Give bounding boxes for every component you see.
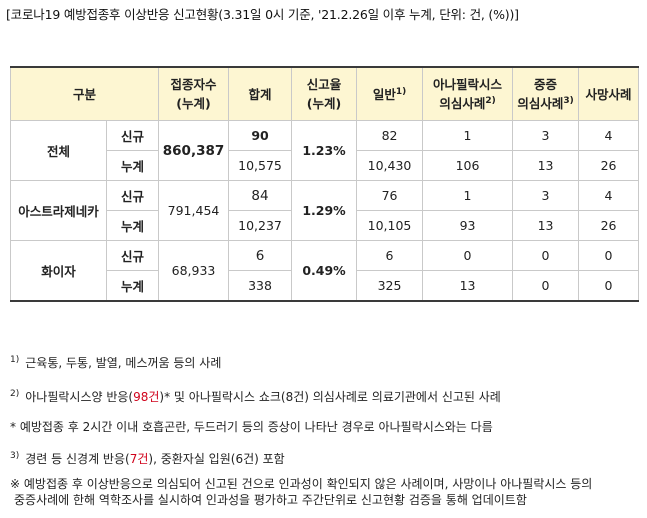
general-cum: 10,105: [356, 210, 424, 241]
header-death: 사망사례: [578, 66, 640, 121]
total-cum: 10,237: [228, 210, 293, 241]
row-label-new: 신규: [105, 120, 160, 151]
anaphylaxis-cum: 106: [422, 150, 514, 181]
footnote-2: 2) 아나필락시스양 반응(98건)* 및 아나필락시스 쇼크(8건) 의심사례로…: [10, 389, 501, 404]
serious-cum: 13: [512, 210, 580, 241]
row-label-cum: 누계: [105, 270, 160, 302]
table-row: 누계 338 325 13 0 0: [11, 270, 640, 302]
serious-new: 0: [512, 240, 580, 271]
total-cum: 10,575: [228, 150, 293, 181]
general-new: 76: [356, 180, 424, 211]
death-new: 4: [578, 120, 640, 151]
table-row: 화이자 신규 68,933 6 0.49% 6 0 0 0: [10, 240, 640, 302]
general-cum: 10,430: [356, 150, 424, 181]
vaccinated-count: 791,454: [158, 180, 230, 241]
report-rate: 1.23%: [291, 120, 358, 181]
anaphylaxis-cum: 13: [422, 270, 514, 302]
footnote-2-asterisk: * 예방접종 후 2시간 이내 호흡곤란, 두드러기 등의 증상이 나타난 경우…: [10, 420, 493, 434]
header-category: 구분: [9, 66, 160, 121]
table-row: 전체 신규 860,387 90 1.23% 82 1 3 4: [10, 120, 640, 181]
death-new: 0: [578, 240, 640, 271]
report-rate: 0.49%: [291, 240, 358, 302]
footnote-1: 1) 근육통, 두통, 발열, 메스꺼움 등의 사례: [10, 355, 222, 370]
general-cum: 325: [356, 270, 424, 302]
vaccinated-count: 860,387: [158, 120, 230, 181]
serious-cum: 13: [512, 150, 580, 181]
header-total: 합계: [228, 66, 293, 121]
vaccinated-count: 68,933: [158, 240, 230, 302]
row-label-cum: 누계: [105, 210, 160, 241]
header-row: 구분 접종자수 (누계) 합계 신고율 (누계) 일반1) 아나필락시스 의심사…: [9, 66, 640, 121]
row-label-new: 신규: [105, 240, 160, 271]
anaphylaxis-cum: 93: [422, 210, 514, 241]
total-new: 90: [228, 120, 293, 151]
adverse-event-table: 구분 접종자수 (누계) 합계 신고율 (누계) 일반1) 아나필락시스 의심사…: [9, 66, 640, 302]
serious-cum: 0: [512, 270, 580, 302]
death-new: 4: [578, 180, 640, 211]
header-rate: 신고율 (누계): [291, 66, 358, 121]
row-label-new: 신규: [105, 180, 160, 211]
header-general: 일반1): [356, 66, 424, 121]
header-serious: 중증 의심사례3): [512, 66, 580, 121]
group-label-total: 전체: [10, 120, 107, 181]
header-anaphylaxis: 아나필락시스 의심사례2): [422, 66, 514, 121]
row-label-cum: 누계: [105, 150, 160, 181]
table-row: 누계 10,575 10,430 106 13 26: [11, 150, 640, 181]
group-label-astrazeneca: 아스트라제네카: [10, 180, 107, 241]
anaphylaxis-new: 0: [422, 240, 514, 271]
total-new: 6: [228, 240, 293, 271]
serious-new: 3: [512, 180, 580, 211]
table-row: 아스트라제네카 신규 791,454 84 1.29% 76 1 3 4: [10, 180, 640, 241]
general-new: 6: [356, 240, 424, 271]
serious-new: 3: [512, 120, 580, 151]
group-label-pfizer: 화이자: [10, 240, 107, 302]
report-rate: 1.29%: [291, 180, 358, 241]
footnote-3: 3) 경련 등 신경계 반응(7건), 중환자실 입원(6건) 포함: [10, 451, 285, 466]
anaphylaxis-new: 1: [422, 120, 514, 151]
death-cum: 26: [578, 150, 640, 181]
anaphylaxis-new: 1: [422, 180, 514, 211]
total-cum: 338: [228, 270, 293, 302]
header-vaccinated: 접종자수 (누계): [158, 66, 230, 121]
table-row: 누계 10,237 10,105 93 13 26: [11, 210, 640, 241]
footnote-disclaimer: ※ 예방접종 후 이상반응으로 의심되어 신고된 건으로 인과성이 확인되지 않…: [10, 477, 593, 507]
report-title: [코로나19 예방접종후 이상반응 신고현황(3.31일 0시 기준, '21.…: [6, 7, 519, 22]
death-cum: 26: [578, 210, 640, 241]
total-new: 84: [228, 180, 293, 211]
general-new: 82: [356, 120, 424, 151]
death-cum: 0: [578, 270, 640, 302]
